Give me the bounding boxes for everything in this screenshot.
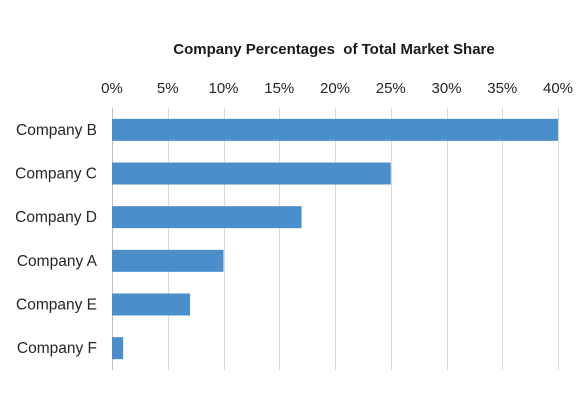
bar [112,249,224,272]
bar [112,293,191,316]
bar [112,337,124,360]
x-tick-label: 40% [543,80,573,97]
x-tick-label: 5% [157,80,179,97]
grid-lines [112,108,559,370]
x-tick-label: 10% [208,80,238,97]
x-tick-label: 25% [376,80,406,97]
x-tick-label: 15% [264,80,294,97]
category-labels: Company B Company C Company D Company A Comp… [15,122,97,357]
x-tick-label: 35% [487,80,517,97]
x-tick-label: 30% [431,80,461,97]
category-label: Company E [16,297,97,314]
bar [112,162,391,185]
x-tick-label: 0% [101,80,123,97]
category-label: Company B [16,122,97,139]
category-label: Company C [15,166,97,183]
chart-title: Company Percentages of Total Market Shar… [173,41,494,58]
category-label: Company A [17,253,98,270]
category-label: Company D [15,209,97,226]
category-label: Company F [17,340,97,357]
bars [112,118,558,360]
x-axis-ticks: 0% 5% 10% 15% 20% 25% 30% 35% 40% [101,80,573,97]
bar [112,118,558,141]
bar [112,206,302,229]
x-tick-label: 20% [320,80,350,97]
